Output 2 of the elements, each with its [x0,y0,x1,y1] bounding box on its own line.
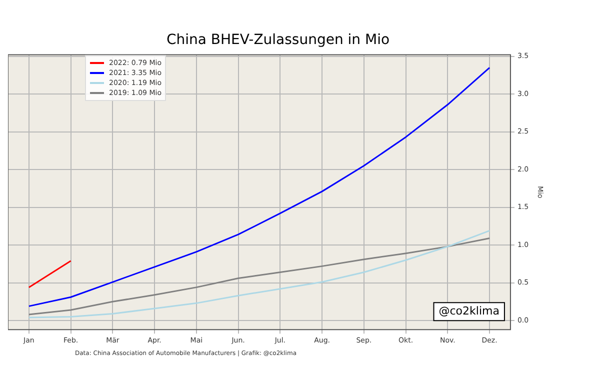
annotation: @co2klima [438,304,500,318]
chart-title: China BHEV-Zulassungen in Mio [166,32,390,48]
